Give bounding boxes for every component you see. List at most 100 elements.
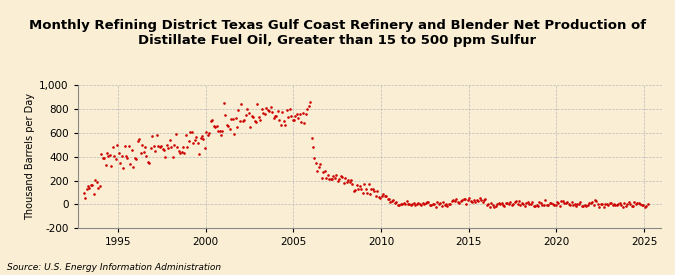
Point bbox=[335, 174, 346, 178]
Point bbox=[303, 104, 314, 108]
Point bbox=[433, 202, 444, 206]
Point bbox=[398, 201, 409, 205]
Point bbox=[81, 187, 92, 191]
Point bbox=[267, 110, 277, 114]
Point bbox=[493, 200, 504, 205]
Point bbox=[116, 154, 127, 158]
Point bbox=[597, 202, 608, 206]
Point bbox=[343, 178, 354, 183]
Point bbox=[286, 114, 296, 118]
Point bbox=[616, 203, 626, 207]
Point bbox=[417, 200, 428, 205]
Point bbox=[509, 200, 520, 205]
Point bbox=[229, 132, 240, 136]
Point bbox=[264, 109, 275, 114]
Point bbox=[516, 201, 527, 205]
Point bbox=[150, 149, 161, 153]
Point bbox=[476, 198, 487, 202]
Point bbox=[110, 157, 121, 161]
Point bbox=[105, 153, 115, 157]
Point bbox=[422, 200, 433, 205]
Point bbox=[410, 203, 421, 207]
Point bbox=[587, 199, 597, 204]
Point bbox=[103, 154, 114, 158]
Point bbox=[445, 202, 456, 207]
Point bbox=[340, 175, 350, 180]
Point bbox=[369, 189, 380, 193]
Point bbox=[238, 119, 248, 123]
Point bbox=[299, 121, 310, 126]
Point bbox=[427, 202, 438, 206]
Point bbox=[441, 202, 452, 207]
Point bbox=[556, 198, 567, 203]
Point bbox=[322, 173, 333, 177]
Point bbox=[585, 201, 596, 205]
Point bbox=[255, 118, 266, 122]
Point bbox=[613, 202, 624, 206]
Point bbox=[520, 204, 531, 208]
Point bbox=[392, 203, 403, 207]
Point bbox=[366, 186, 377, 191]
Point bbox=[515, 202, 526, 207]
Point bbox=[626, 204, 637, 208]
Point bbox=[192, 141, 203, 145]
Point bbox=[357, 191, 368, 196]
Point bbox=[372, 188, 383, 193]
Point bbox=[196, 134, 207, 138]
Point bbox=[404, 202, 415, 206]
Point bbox=[378, 192, 389, 197]
Point bbox=[87, 183, 98, 188]
Point bbox=[296, 120, 306, 124]
Point bbox=[283, 115, 294, 120]
Point bbox=[107, 145, 118, 149]
Point bbox=[385, 200, 396, 204]
Point bbox=[306, 136, 317, 141]
Point bbox=[633, 200, 644, 205]
Point bbox=[258, 111, 269, 115]
Point bbox=[182, 144, 193, 149]
Point bbox=[485, 205, 495, 209]
Point bbox=[604, 201, 615, 205]
Point bbox=[156, 144, 167, 148]
Point bbox=[347, 182, 358, 186]
Point bbox=[287, 118, 298, 122]
Point bbox=[508, 202, 518, 207]
Point bbox=[391, 200, 402, 205]
Text: Monthly Refining District Texas Gulf Coast Refinery and Blender Net Production o: Monthly Refining District Texas Gulf Coa… bbox=[29, 19, 646, 47]
Point bbox=[544, 201, 555, 206]
Point bbox=[294, 112, 305, 117]
Point bbox=[530, 204, 541, 208]
Point bbox=[147, 134, 158, 138]
Point bbox=[278, 119, 289, 124]
Point bbox=[526, 200, 537, 204]
Point bbox=[337, 175, 348, 180]
Point bbox=[298, 110, 308, 115]
Point bbox=[248, 115, 259, 119]
Point bbox=[423, 200, 434, 205]
Point bbox=[136, 143, 147, 147]
Point bbox=[275, 122, 286, 127]
Point bbox=[134, 137, 144, 141]
Point bbox=[546, 201, 557, 205]
Point bbox=[274, 117, 285, 122]
Point bbox=[132, 139, 143, 143]
Point bbox=[312, 169, 323, 173]
Point bbox=[551, 199, 562, 204]
Point bbox=[578, 204, 589, 208]
Point bbox=[496, 201, 507, 205]
Point bbox=[414, 202, 425, 207]
Point bbox=[328, 174, 339, 178]
Point bbox=[553, 200, 564, 205]
Point bbox=[171, 145, 182, 150]
Point bbox=[315, 162, 326, 167]
Point bbox=[165, 138, 176, 142]
Point bbox=[304, 100, 315, 105]
Point bbox=[376, 193, 387, 198]
Point bbox=[383, 197, 394, 202]
Point bbox=[148, 144, 159, 148]
Point bbox=[630, 202, 641, 206]
Point bbox=[140, 145, 151, 149]
Point bbox=[179, 150, 190, 155]
Point bbox=[638, 203, 649, 208]
Point bbox=[394, 202, 404, 207]
